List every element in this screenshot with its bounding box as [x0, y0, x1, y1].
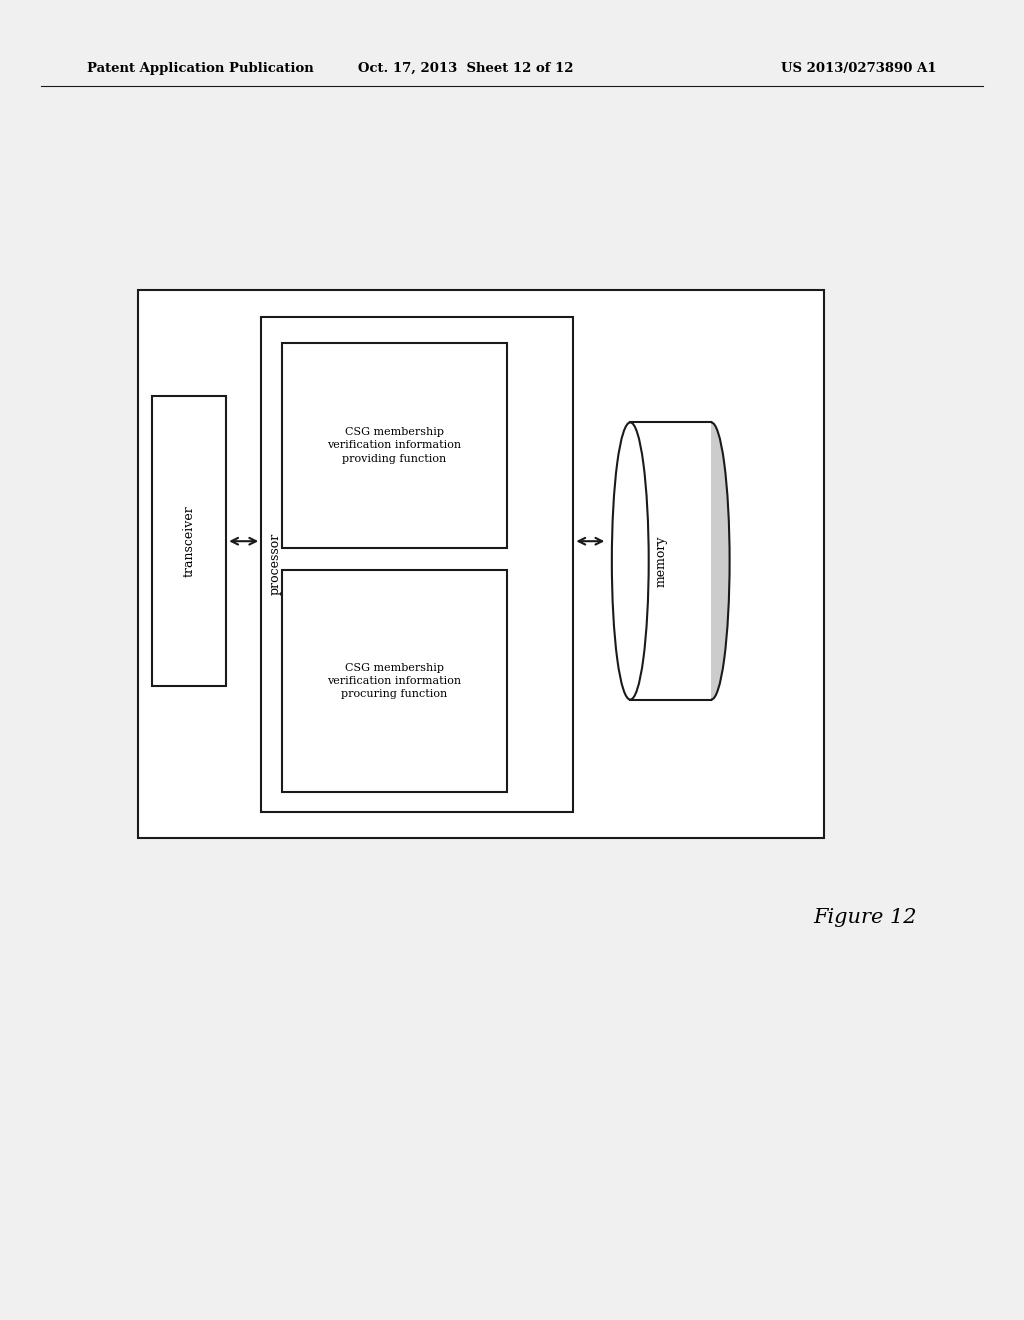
Text: memory: memory	[655, 535, 668, 587]
Bar	[631, 422, 712, 700]
Text: transceiver: transceiver	[182, 506, 196, 577]
Ellipse shape	[612, 422, 649, 700]
Bar	[282, 343, 507, 548]
Text: Oct. 17, 2013  Sheet 12 of 12: Oct. 17, 2013 Sheet 12 of 12	[358, 62, 573, 75]
FancyBboxPatch shape	[631, 422, 712, 700]
Bar	[282, 570, 507, 792]
Text: Patent Application Publication: Patent Application Publication	[87, 62, 313, 75]
Text: Figure 12: Figure 12	[813, 908, 918, 927]
Bar	[631, 422, 712, 700]
Text: US 2013/0273890 A1: US 2013/0273890 A1	[781, 62, 937, 75]
Text: CSG membership
verification information
procuring function: CSG membership verification information …	[328, 663, 461, 700]
Bar	[138, 290, 824, 838]
Bar	[261, 317, 573, 812]
Text: processor: processor	[269, 533, 282, 595]
Ellipse shape	[692, 422, 729, 700]
Text: CSG membership
verification information
providing function: CSG membership verification information …	[328, 428, 461, 463]
Bar	[152, 396, 226, 686]
